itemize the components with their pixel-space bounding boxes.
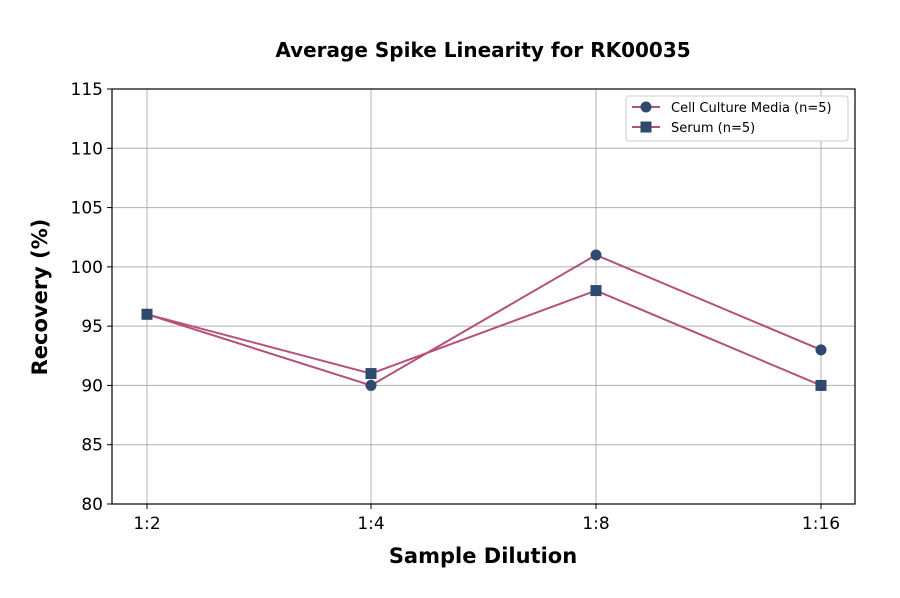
- x-tick-label: 1:16: [802, 514, 840, 534]
- chart-title: Average Spike Linearity for RK00035: [275, 38, 690, 62]
- data-point: [590, 249, 602, 261]
- legend-label: Cell Culture Media (n=5): [671, 101, 832, 116]
- legend: Cell Culture Media (n=5) Serum (n=5): [625, 95, 849, 142]
- plot-frame: [111, 88, 856, 505]
- y-tick-label: 90: [81, 376, 103, 396]
- y-tick-label: 115: [71, 80, 103, 100]
- data-point: [815, 379, 827, 391]
- x-axis-label: Sample Dilution: [389, 544, 577, 568]
- legend-label: Serum (n=5): [671, 121, 755, 136]
- legend-box: [625, 95, 849, 142]
- data-point: [141, 308, 153, 320]
- data-point: [365, 379, 377, 391]
- data-point: [590, 285, 602, 297]
- series-line: [146, 289, 822, 387]
- y-axis-label: Recovery (%): [28, 219, 52, 376]
- data-point: [365, 368, 377, 380]
- x-tick-label: 1:2: [133, 514, 160, 534]
- x-tick-label: 1:8: [582, 514, 609, 534]
- x-tick-label: 1:4: [357, 514, 384, 534]
- y-tick-label: 85: [81, 436, 103, 456]
- series-line: [146, 253, 822, 387]
- legend-marker: [640, 121, 652, 133]
- y-tick-label: 95: [81, 317, 103, 337]
- y-tick-label: 105: [71, 199, 103, 219]
- y-tick-label: 80: [81, 495, 103, 515]
- y-tick-label: 110: [71, 139, 103, 159]
- legend-marker: [640, 101, 652, 113]
- y-tick-label: 100: [71, 258, 103, 278]
- data-point: [815, 344, 827, 356]
